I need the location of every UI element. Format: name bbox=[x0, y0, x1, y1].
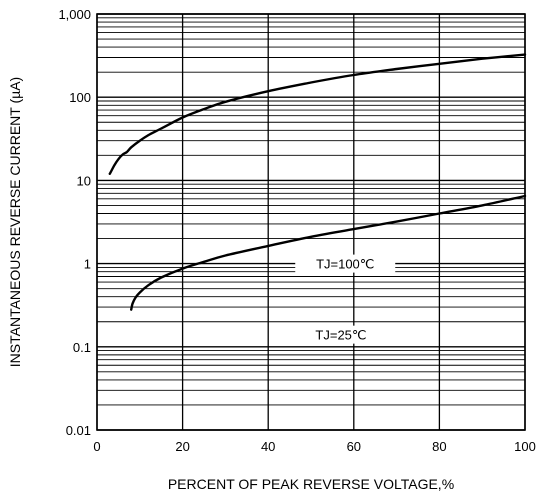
x-tick-label: 0 bbox=[93, 439, 100, 454]
y-tick-labels: 0.01 0.1 1 10 100 1,000 bbox=[58, 7, 91, 438]
x-tick-label: 80 bbox=[432, 439, 446, 454]
x-tick-label: 20 bbox=[175, 439, 189, 454]
series-label-bg bbox=[295, 254, 396, 273]
series-line-tj-100 bbox=[108, 53, 527, 175]
x-tick-labels: 0 20 40 60 80 100 bbox=[93, 439, 535, 454]
series-label-tj-25: TJ=25℃ bbox=[315, 328, 366, 343]
x-tick-label: 100 bbox=[514, 439, 536, 454]
x-axis-label: PERCENT OF PEAK REVERSE VOLTAGE,% bbox=[168, 476, 454, 492]
series-labels: TJ=100℃ TJ=25℃ bbox=[295, 254, 396, 344]
series-label-bg bbox=[295, 325, 386, 344]
y-tick-label: 0.01 bbox=[66, 423, 91, 438]
series-label-tj-100: TJ=100℃ bbox=[316, 257, 374, 272]
series-line-tj-25 bbox=[130, 194, 527, 311]
plot-frame bbox=[96, 13, 526, 431]
y-tick-label: 1,000 bbox=[58, 7, 91, 22]
y-tick-label: 1 bbox=[84, 257, 91, 272]
x-tick-label: 60 bbox=[347, 439, 361, 454]
series-group bbox=[108, 53, 527, 311]
y-tick-label: 10 bbox=[77, 173, 91, 188]
y-tick-label: 0.1 bbox=[73, 340, 91, 355]
y-axis-label: INSTANTANEOUS REVERSE CURRENT (µA) bbox=[7, 77, 23, 367]
y-tick-label: 100 bbox=[69, 90, 91, 105]
plot-border bbox=[96, 13, 526, 431]
x-tick-label: 40 bbox=[261, 439, 275, 454]
